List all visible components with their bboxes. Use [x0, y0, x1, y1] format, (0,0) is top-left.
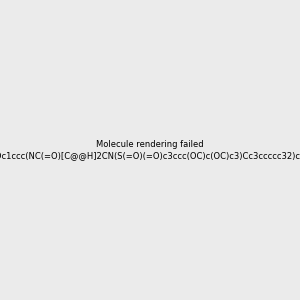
Text: Molecule rendering failed
COc1ccc(NC(=O)[C@@H]2CN(S(=O)(=O)c3ccc(OC)c(OC)c3)Cc3c: Molecule rendering failed COc1ccc(NC(=O)…	[0, 140, 300, 160]
